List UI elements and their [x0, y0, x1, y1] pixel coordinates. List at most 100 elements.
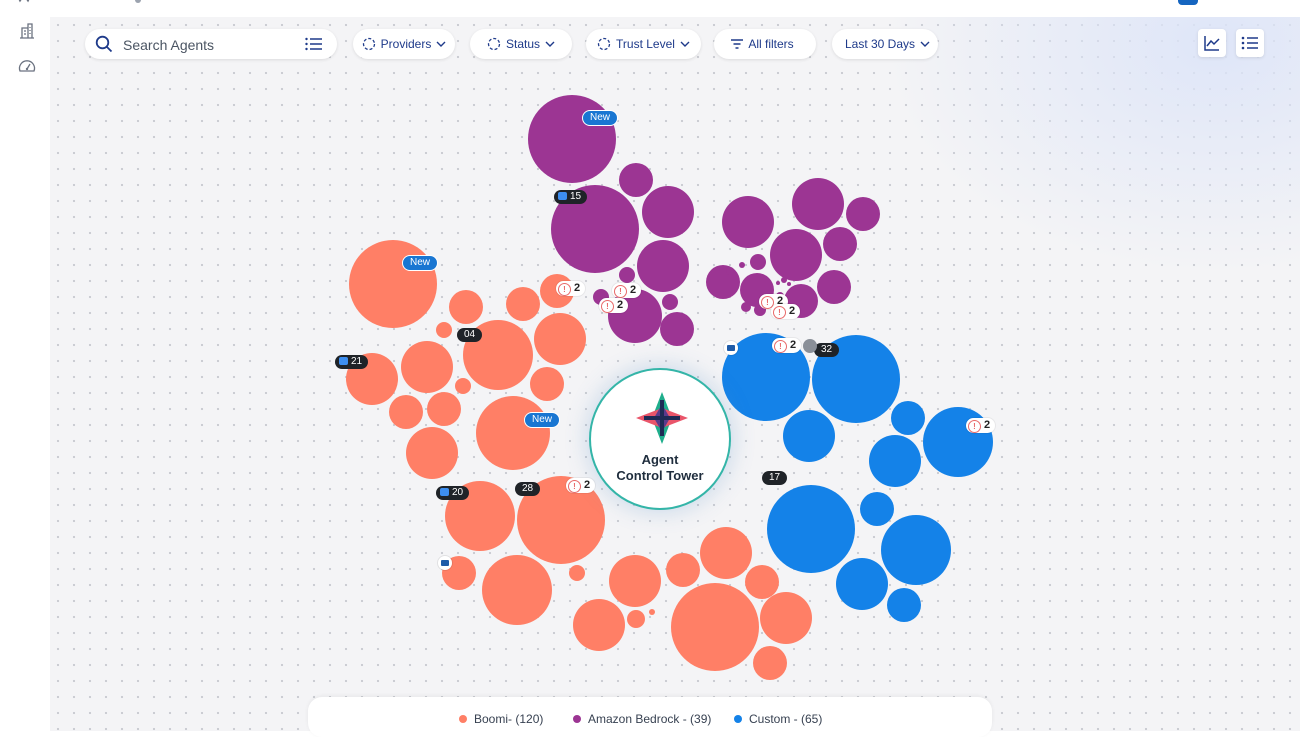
custom-agent-bubble[interactable] [891, 401, 925, 435]
agent-marker[interactable] [724, 341, 738, 355]
custom-agent-bubble[interactable] [812, 335, 900, 423]
bedrock-agent-bubble[interactable] [750, 254, 766, 270]
boomi-agent-bubble[interactable] [745, 565, 779, 599]
warning-icon: ! [773, 306, 786, 319]
alert-badge[interactable]: ! 2 [772, 338, 802, 353]
boomi-agent-bubble[interactable] [455, 378, 471, 394]
all-filters-button[interactable]: All filters [714, 29, 816, 59]
status-filter[interactable]: Status [470, 29, 572, 59]
boomi-agent-bubble[interactable] [534, 313, 586, 365]
bedrock-agent-bubble[interactable] [776, 281, 780, 285]
boomi-agent-bubble[interactable] [406, 427, 458, 479]
alert-badge[interactable]: ! 2 [556, 281, 586, 296]
list-view-button[interactable] [1236, 29, 1264, 57]
chevron-down-icon [920, 41, 930, 47]
alert-count: 2 [790, 339, 797, 351]
alert-badge[interactable]: ! 2 [966, 418, 996, 433]
boomi-agent-bubble[interactable] [476, 396, 550, 470]
custom-agent-bubble[interactable] [783, 410, 835, 462]
custom-agent-bubble[interactable] [722, 333, 810, 421]
bedrock-agent-bubble[interactable] [660, 312, 694, 346]
boomi-agent-bubble[interactable] [573, 599, 625, 651]
gauge-icon[interactable] [17, 56, 37, 76]
alert-badge[interactable]: ! 2 [566, 478, 596, 493]
bedrock-agent-bubble[interactable] [726, 267, 734, 275]
boomi-agent-bubble[interactable] [517, 476, 605, 564]
boomi-agent-bubble[interactable] [389, 395, 423, 429]
agent-control-tower-hub[interactable]: Agent Control Tower [589, 368, 731, 510]
hub-title: Agent Control Tower [591, 452, 729, 484]
boomi-agent-bubble[interactable] [760, 592, 812, 644]
alert-badge[interactable]: ! 2 [771, 304, 801, 319]
boomi-agent-bubble[interactable] [627, 610, 645, 628]
trust-level-filter[interactable]: Trust Level [586, 29, 701, 59]
robot-icon [558, 192, 567, 200]
new-badge: New [524, 412, 561, 428]
boomi-agent-bubble[interactable] [609, 555, 661, 607]
boomi-agent-bubble[interactable] [349, 240, 437, 328]
custom-agent-bubble[interactable] [836, 558, 888, 610]
status-dot-badge [803, 339, 817, 353]
warning-icon: ! [558, 283, 571, 296]
bedrock-agent-bubble[interactable] [741, 302, 751, 312]
boomi-agent-bubble[interactable] [530, 367, 564, 401]
search-input[interactable] [121, 35, 295, 55]
bedrock-agent-bubble[interactable] [770, 229, 822, 281]
bedrock-agent-bubble[interactable] [739, 262, 745, 268]
legend-item-custom[interactable]: Custom - (65) [734, 712, 822, 726]
chart-view-button[interactable] [1198, 29, 1226, 57]
bedrock-agent-bubble[interactable] [637, 240, 689, 292]
agent-count-value: 15 [570, 191, 582, 202]
list-filter-icon[interactable] [305, 36, 323, 52]
chart-view-icon [1204, 36, 1220, 51]
alert-badge[interactable]: ! 2 [612, 283, 642, 298]
all-filters-label: All filters [748, 37, 794, 51]
filter-icon [731, 39, 744, 49]
bedrock-agent-bubble[interactable] [662, 294, 678, 310]
legend-dot [459, 715, 467, 723]
bedrock-agent-bubble[interactable] [642, 186, 694, 238]
boomi-agent-bubble[interactable] [753, 646, 787, 680]
providers-filter[interactable]: Providers [353, 29, 455, 59]
bedrock-agent-bubble[interactable] [817, 270, 851, 304]
robot-icon [440, 488, 449, 496]
boomi-agent-bubble[interactable] [449, 290, 483, 324]
custom-agent-bubble[interactable] [881, 515, 951, 585]
custom-agent-bubble[interactable] [767, 485, 855, 573]
boomi-agent-bubble[interactable] [649, 609, 655, 615]
header-action-button[interactable] [1178, 0, 1198, 5]
bedrock-agent-bubble[interactable] [792, 178, 844, 230]
alert-badge[interactable]: ! 2 [599, 298, 629, 313]
bedrock-agent-bubble[interactable] [551, 185, 639, 273]
building-icon[interactable] [17, 20, 37, 40]
bedrock-agent-bubble[interactable] [619, 267, 635, 283]
bedrock-agent-bubble[interactable] [619, 163, 653, 197]
bedrock-agent-bubble[interactable] [706, 265, 740, 299]
bedrock-agent-bubble[interactable] [787, 282, 791, 286]
agent-marker[interactable] [438, 556, 452, 570]
custom-agent-bubble[interactable] [869, 435, 921, 487]
boomi-agent-bubble[interactable] [700, 527, 752, 579]
legend-dot [573, 715, 581, 723]
providers-filter-label: Providers [380, 37, 432, 51]
boomi-agent-bubble[interactable] [671, 583, 759, 671]
legend-item-boomi[interactable]: Boomi- (120) [459, 712, 543, 726]
custom-agent-bubble[interactable] [860, 492, 894, 526]
custom-agent-bubble[interactable] [887, 588, 921, 622]
legend-item-bedrock[interactable]: Amazon Bedrock - (39) [573, 712, 711, 726]
boomi-agent-bubble[interactable] [569, 565, 585, 581]
boomi-agent-bubble[interactable] [506, 287, 540, 321]
robot-icon [339, 357, 348, 365]
boomi-agent-bubble[interactable] [666, 553, 700, 587]
bedrock-agent-bubble[interactable] [528, 95, 616, 183]
date-range-filter[interactable]: Last 30 Days [832, 29, 938, 59]
hub-title-line2: Control Tower [616, 468, 704, 483]
bedrock-agent-bubble[interactable] [722, 196, 774, 248]
boomi-agent-bubble[interactable] [436, 322, 452, 338]
bedrock-agent-bubble[interactable] [781, 277, 787, 283]
boomi-agent-bubble[interactable] [427, 392, 461, 426]
bedrock-agent-bubble[interactable] [823, 227, 857, 261]
boomi-agent-bubble[interactable] [401, 341, 453, 393]
boomi-agent-bubble[interactable] [482, 555, 552, 625]
bedrock-agent-bubble[interactable] [846, 197, 880, 231]
